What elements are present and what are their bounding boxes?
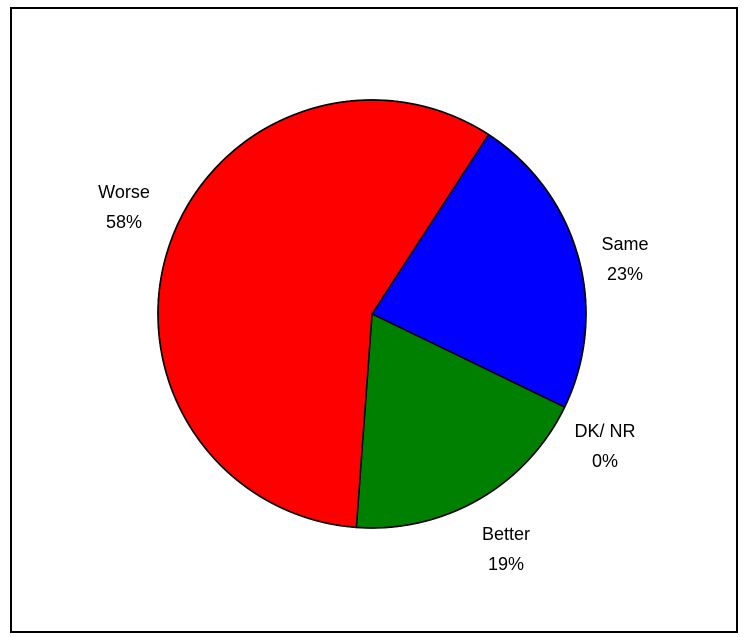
slice-value-same: 23% — [607, 264, 643, 284]
pie-slices — [157, 99, 587, 529]
slice-label-worse: Worse — [98, 182, 150, 202]
slice-label-same: Same — [601, 234, 648, 254]
slice-label-dk-nr: DK/ NR — [574, 421, 635, 441]
slice-value-worse: 58% — [106, 212, 142, 232]
slice-label-better: Better — [482, 524, 530, 544]
pie-labels: Same 23% DK/ NR 0% Better 19% Worse 58% — [98, 182, 648, 574]
pie-outline — [157, 99, 587, 529]
slice-value-dk-nr: 0% — [592, 451, 618, 471]
slice-value-better: 19% — [488, 554, 524, 574]
